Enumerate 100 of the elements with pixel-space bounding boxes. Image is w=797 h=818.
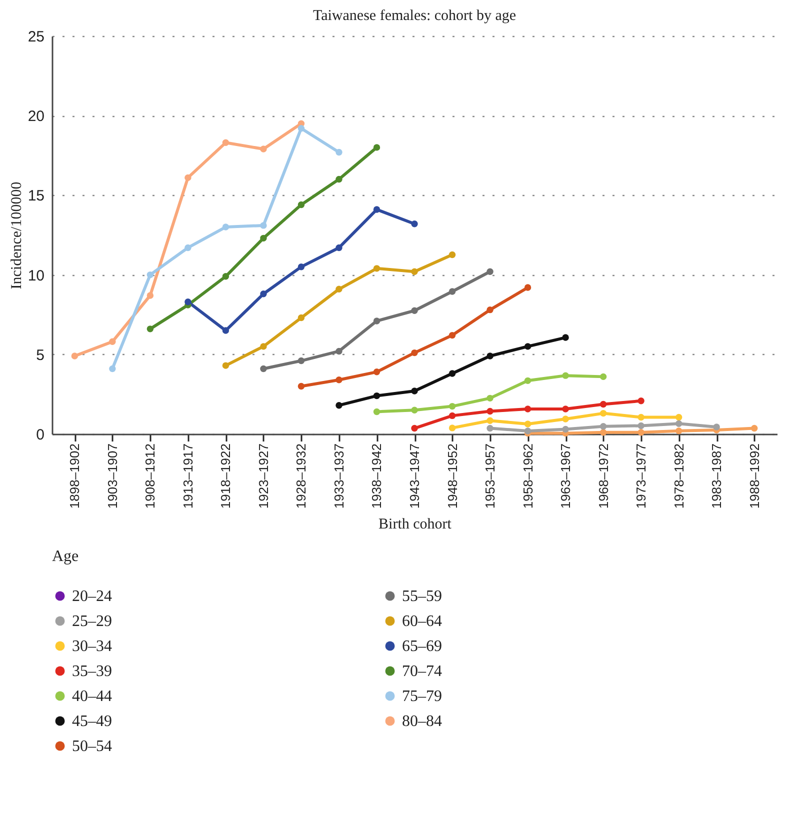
legend-label: 40–44	[72, 688, 112, 705]
point	[524, 420, 532, 428]
point	[260, 365, 267, 372]
point	[146, 292, 154, 299]
point	[260, 290, 267, 298]
x-tick-label: 1918–1922	[218, 444, 234, 509]
legend-label: 55–59	[402, 588, 442, 605]
point	[298, 382, 305, 390]
point	[373, 408, 380, 416]
point	[298, 263, 305, 270]
y-axis-title: Incidence/100000	[8, 182, 25, 290]
x-tick-label: 1903–1907	[104, 444, 120, 509]
point	[184, 174, 192, 182]
point	[298, 124, 305, 132]
point	[411, 406, 418, 414]
point	[600, 373, 607, 380]
legend-label: 35–39	[72, 663, 112, 680]
point	[524, 406, 532, 412]
point	[675, 414, 682, 421]
point	[222, 224, 230, 230]
point	[411, 307, 418, 314]
y-tick-label: 15	[28, 188, 44, 205]
point	[750, 424, 758, 432]
point	[675, 427, 682, 434]
y-tick-label: 0	[36, 426, 44, 444]
legend-label: 50–54	[72, 738, 112, 755]
point	[298, 314, 305, 322]
point	[260, 146, 267, 152]
point	[222, 139, 230, 146]
point	[675, 420, 682, 427]
chart-title: Taiwanese females: cohort by age	[312, 8, 516, 24]
point	[109, 338, 116, 346]
point	[486, 306, 494, 314]
x-tick-label: 1913–1917	[180, 444, 196, 509]
point	[486, 408, 494, 415]
x-tick-label: 1928–1932	[294, 444, 309, 509]
point	[448, 370, 456, 377]
point	[638, 398, 644, 404]
x-tick-label: 1943–1947	[407, 444, 422, 509]
point	[562, 334, 569, 341]
point	[562, 416, 569, 422]
legend-label: 80–84	[402, 713, 442, 730]
point	[336, 148, 342, 156]
point	[373, 265, 380, 272]
point	[336, 376, 342, 384]
point	[336, 286, 342, 292]
point	[184, 298, 192, 306]
point	[713, 424, 720, 430]
point	[298, 357, 305, 364]
point	[260, 343, 267, 350]
point	[486, 394, 494, 402]
point	[336, 402, 342, 409]
legend-label: 65–69	[402, 638, 442, 655]
x-tick-label: 1963–1967	[558, 444, 574, 509]
legend-label: 70–74	[402, 663, 442, 680]
point	[146, 326, 154, 332]
point	[373, 206, 380, 213]
point	[562, 372, 569, 379]
point	[562, 426, 569, 433]
point	[448, 288, 456, 295]
x-tick-label: 1973–1977	[634, 444, 649, 509]
point	[373, 318, 380, 324]
point	[222, 362, 230, 369]
x-tick-label: 1923–1927	[256, 444, 271, 509]
point	[448, 412, 456, 420]
point	[298, 201, 305, 208]
point	[486, 268, 494, 275]
y-tick-label: 25	[28, 28, 44, 46]
point	[373, 392, 380, 400]
point	[600, 400, 607, 408]
point	[184, 244, 192, 252]
point	[524, 343, 532, 350]
x-tick-label: 1898–1902	[67, 444, 82, 509]
point	[486, 352, 494, 360]
legend-label: 45–49	[72, 713, 112, 730]
y-tick-label: 20	[28, 108, 44, 126]
point	[486, 417, 494, 424]
legend-label: 20–24	[72, 588, 112, 605]
legend-label: 75–79	[402, 688, 442, 705]
point	[373, 368, 380, 376]
point	[411, 268, 418, 275]
legend-label: 30–34	[72, 638, 112, 655]
legend-label: 60–64	[402, 613, 442, 630]
x-tick-label: 1948–1952	[444, 444, 460, 509]
x-axis-title: Birth cohort	[378, 516, 452, 533]
point	[638, 414, 644, 421]
x-tick-label: 1908–1912	[142, 444, 158, 509]
point	[336, 244, 342, 252]
point	[448, 424, 456, 432]
x-tick-label: 1988–1992	[746, 444, 762, 509]
point	[448, 402, 456, 410]
point	[222, 273, 230, 280]
point	[411, 220, 418, 228]
point	[600, 423, 607, 430]
point	[524, 428, 532, 434]
point	[336, 176, 342, 183]
y-tick-label: 5	[36, 346, 44, 364]
point	[373, 144, 380, 151]
point	[411, 388, 418, 394]
point	[524, 284, 532, 291]
